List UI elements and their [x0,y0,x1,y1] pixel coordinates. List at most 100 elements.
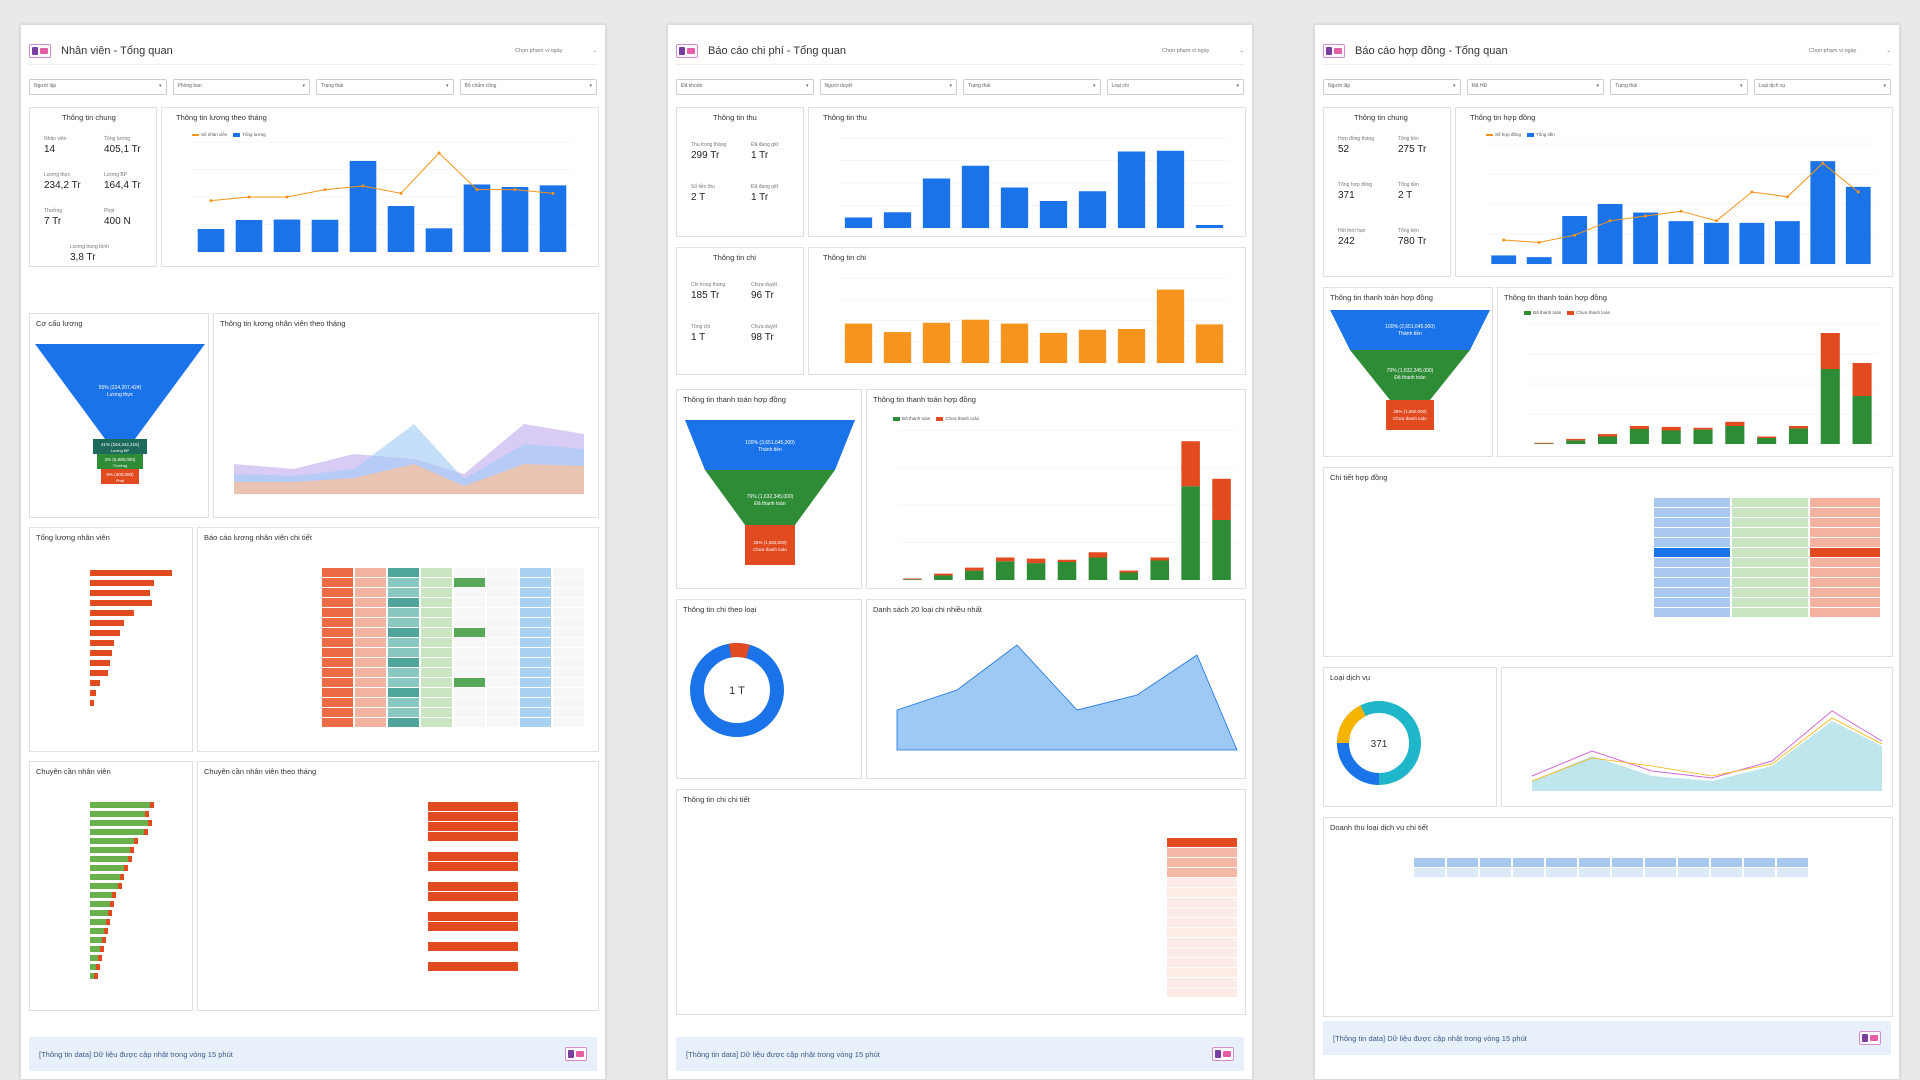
chart-bar [1661,430,1681,444]
table-cell [1744,868,1775,877]
chart-bar [387,206,415,252]
filter-dropdown[interactable]: Loại chi ▾ [1106,79,1244,95]
donut-chart: 1 T [690,643,784,737]
filter-dropdown[interactable]: Người duyệt ▾ [819,79,957,95]
chart-bar [1810,161,1836,264]
card-title: Thông tin chi chi tiết [683,795,750,804]
table-cell [454,608,485,617]
table-cell [1810,598,1880,607]
filter-dropdown[interactable]: Trạng thái ▾ [316,79,454,95]
chart-bar [1820,369,1840,444]
card-title: Thông tin thu [823,113,867,122]
contract-payment-stacked-chart [897,429,1237,581]
card-title: Chi tiết hợp đồng [1330,473,1388,482]
table-heatmap [322,568,584,727]
filter-dropdown[interactable]: Bộ chấm công ▾ [459,79,597,95]
chart-bar [94,973,98,979]
kpi: Tổng tiền 780 Tr [1398,228,1427,247]
table-cell [421,708,452,717]
table-cell [322,708,353,717]
income-chart-card: Thông tin thu [808,107,1246,237]
filter-dropdown[interactable]: Người lập ▾ [29,79,167,95]
salary-employee-month-card: Thông tin lương nhân viên theo tháng [213,313,599,518]
filter-dropdown[interactable]: Người lập ▾ [1323,79,1461,95]
table-cell [322,658,353,667]
expense-bar-chart [839,277,1229,364]
chart-bar [1566,440,1586,444]
filter-dropdown[interactable]: Phòng ban ▾ [172,79,310,95]
card-title: Thông tin thanh toán hợp đồng [1330,293,1433,302]
table-cell [388,698,419,707]
table-cell [1732,548,1808,557]
table-cell [322,618,353,627]
table-cell [1513,868,1544,877]
table-cell [1645,868,1676,877]
chart-bar [197,229,225,252]
card-title: Loại dịch vụ [1330,673,1371,682]
kpi: Hợp đồng tháng 52 [1338,136,1375,155]
table-cell [388,718,419,727]
table-cell [428,802,518,811]
table-cell [454,578,485,587]
filter-dropdown[interactable]: Loại dịch vụ ▾ [1753,79,1891,95]
table-cell [1645,858,1676,867]
chevron-down-icon: ▾ [1739,83,1743,89]
contract-payment-stacked-chart [1528,323,1878,445]
chart-bar [150,802,154,808]
footer-info: [Thông tin data] Dữ liệu được cập nhật t… [1323,1021,1891,1055]
chart-bar [1181,441,1200,487]
table-cell [355,588,386,597]
date-range-select[interactable]: Chọn phạm vi ngày ⌄ [515,47,597,54]
table-cell [487,628,518,637]
chart-bar [100,946,104,952]
table-cell [1732,498,1808,507]
card-title: Thông tin lương nhân viên theo tháng [220,319,346,328]
chart-bar [1119,572,1139,580]
filter-dropdown[interactable]: Mã HĐ ▾ [1466,79,1604,95]
card-title: Doanh thu loại dịch vụ chi tiết [1330,823,1428,832]
line-point [1821,161,1825,165]
filter-dropdown[interactable]: Trạng thái ▾ [1610,79,1748,95]
area-chart [1531,710,1883,791]
table-cell [421,588,452,597]
income-kpi-card: Thông tin thu Thu trong tháng 299 Tr Đã đ… [676,107,804,237]
chart-bar [1212,520,1231,580]
kpi: Số tiền thu 2 T [691,184,715,203]
table-cell [520,638,551,647]
table-cell [1513,858,1544,867]
table-cell [1810,588,1880,597]
table-cell [487,658,518,667]
table-cell [520,608,551,617]
app-logo [676,43,698,58]
line-point [361,184,365,188]
chart-bar [145,811,149,817]
date-range-select[interactable]: Chọn phạm vi ngày ⌄ [1162,47,1244,54]
table-cell [1810,498,1880,507]
page-title: Báo cáo chi phí - Tổng quan [708,44,847,57]
table-cell [421,648,452,657]
chart-bar [96,964,100,970]
table-cell [487,678,518,687]
attendance-hbar-chart [90,802,154,979]
table-cell [428,832,518,841]
table-cell [428,882,518,891]
table-cell [454,598,485,607]
table-cell [487,698,518,707]
table-cell [520,678,551,687]
filter-dropdown[interactable]: Trạng thái ▾ [963,79,1101,95]
chart-bar [1117,329,1146,363]
filter-bar: Người lập ▾ Mã HĐ ▾ Trạng thái ▾ Loại dịch … [1323,79,1891,95]
legend: Đã thanh toán Chưa thanh toán [893,416,979,421]
filter-dropdown[interactable]: Đã khoản ▾ [676,79,814,95]
table-cell [1167,928,1237,937]
legend: Số nhân viên Tổng lương [192,132,266,137]
chart-bar [90,964,96,970]
table-cell [454,568,485,577]
table-cell [388,608,419,617]
report-page-expense: Báo cáo chi phí - Tổng quan Chọn phạm vi… [667,24,1253,1080]
table-cell [1167,938,1237,947]
card-title: Thông tin chi [823,253,866,262]
date-range-select[interactable]: Chọn phạm vi ngày ⌄ [1809,47,1891,54]
kpi: Tổng tiền 275 Tr [1398,136,1427,155]
contract-bar-chart [1486,143,1876,265]
